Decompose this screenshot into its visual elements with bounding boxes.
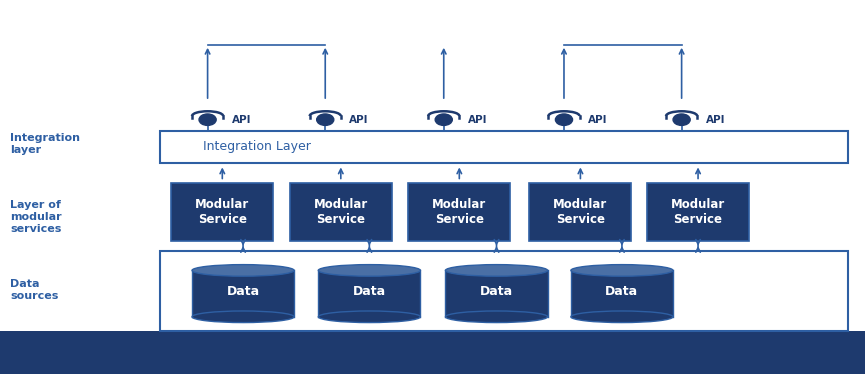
Text: Modular
Service: Modular Service <box>432 198 486 226</box>
FancyBboxPatch shape <box>571 270 673 317</box>
Text: API: API <box>588 115 607 125</box>
Text: Modular
Service: Modular Service <box>314 198 368 226</box>
Ellipse shape <box>555 114 573 125</box>
Text: Data: Data <box>480 285 513 298</box>
Ellipse shape <box>317 114 334 125</box>
Text: Modular
Service: Modular Service <box>195 198 249 226</box>
Text: Data: Data <box>227 285 260 298</box>
Text: Data
sources: Data sources <box>10 279 59 301</box>
Text: API: API <box>232 115 251 125</box>
Text: Integration Layer: Integration Layer <box>203 140 311 153</box>
Ellipse shape <box>673 114 690 125</box>
Text: Modular
Service: Modular Service <box>554 198 607 226</box>
FancyBboxPatch shape <box>160 131 848 163</box>
FancyBboxPatch shape <box>171 183 273 241</box>
Ellipse shape <box>445 311 548 322</box>
Text: Integration
layer: Integration layer <box>10 133 80 155</box>
Ellipse shape <box>318 311 420 322</box>
Text: Modular
Service: Modular Service <box>671 198 725 226</box>
FancyBboxPatch shape <box>318 270 420 317</box>
FancyBboxPatch shape <box>647 183 749 241</box>
Ellipse shape <box>199 114 216 125</box>
FancyBboxPatch shape <box>0 331 865 374</box>
Ellipse shape <box>318 265 420 276</box>
FancyBboxPatch shape <box>408 183 510 241</box>
Ellipse shape <box>571 311 673 322</box>
Text: Layer of
modular
services: Layer of modular services <box>10 200 62 233</box>
Ellipse shape <box>445 265 548 276</box>
FancyBboxPatch shape <box>529 183 631 241</box>
Text: API: API <box>468 115 487 125</box>
FancyBboxPatch shape <box>445 270 548 317</box>
Text: API: API <box>349 115 368 125</box>
FancyBboxPatch shape <box>290 183 392 241</box>
Ellipse shape <box>435 114 452 125</box>
Text: Data: Data <box>353 285 386 298</box>
Ellipse shape <box>571 265 673 276</box>
Text: Data: Data <box>606 285 638 298</box>
Ellipse shape <box>192 265 294 276</box>
FancyBboxPatch shape <box>192 270 294 317</box>
FancyBboxPatch shape <box>160 251 848 331</box>
Ellipse shape <box>192 311 294 322</box>
Text: API: API <box>706 115 725 125</box>
